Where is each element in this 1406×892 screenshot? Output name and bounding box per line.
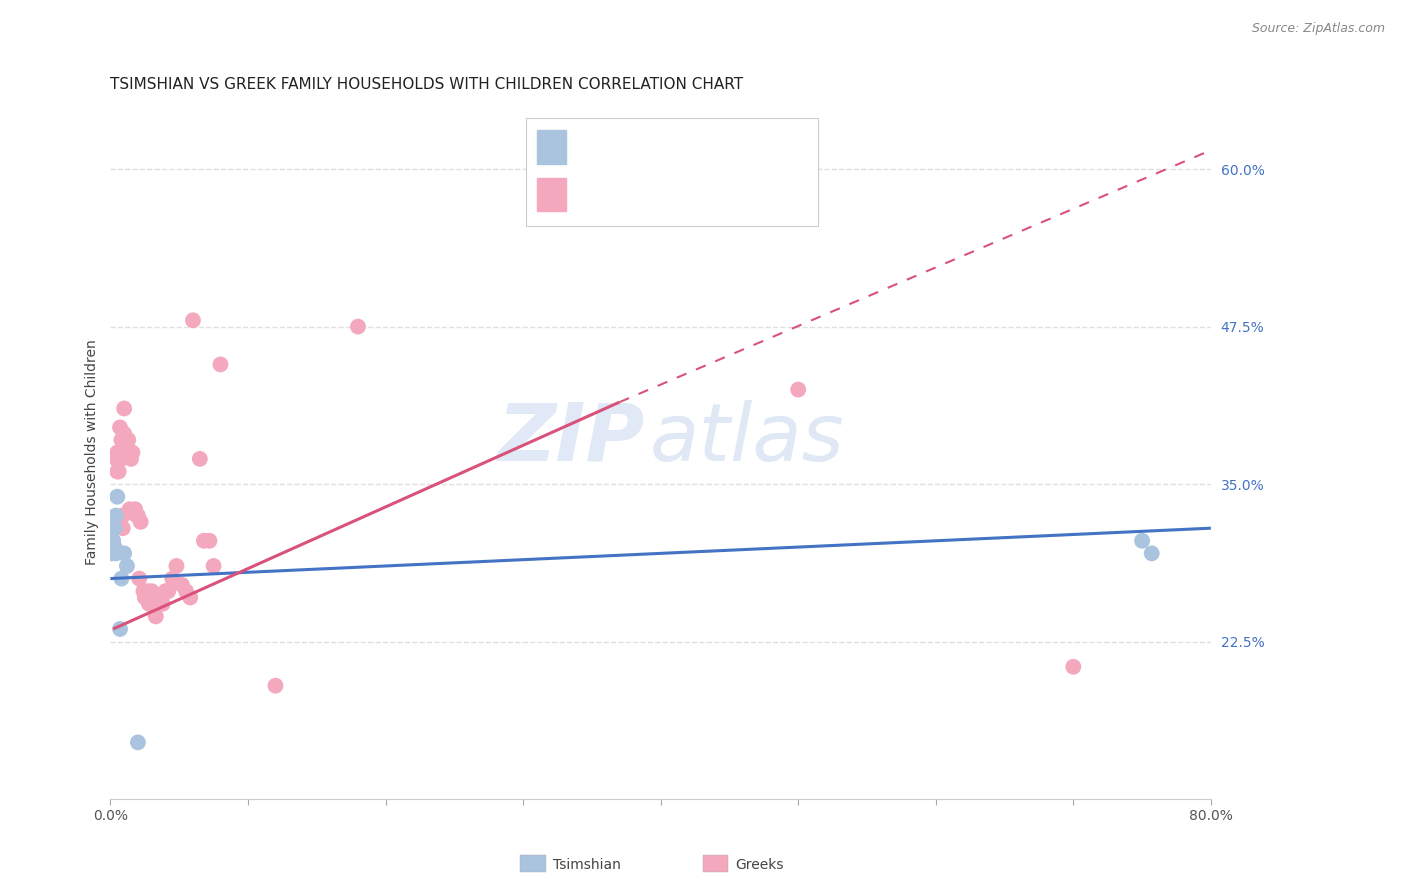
Point <box>105 445 128 459</box>
Point <box>127 735 149 749</box>
Text: Source: ZipAtlas.com: Source: ZipAtlas.com <box>1251 22 1385 36</box>
Point <box>108 445 131 459</box>
Point <box>108 420 131 434</box>
Point <box>129 515 152 529</box>
Point <box>104 451 127 466</box>
Point <box>124 502 146 516</box>
Point <box>115 559 138 574</box>
Point <box>112 401 135 416</box>
Text: 0.145: 0.145 <box>621 141 678 160</box>
Point <box>104 508 127 523</box>
Point <box>162 572 184 586</box>
Point <box>165 559 187 574</box>
Point <box>347 319 370 334</box>
Point <box>202 559 225 574</box>
Point <box>114 433 136 447</box>
Point <box>107 465 129 479</box>
Text: TSIMSHIAN VS GREEK FAMILY HOUSEHOLDS WITH CHILDREN CORRELATION CHART: TSIMSHIAN VS GREEK FAMILY HOUSEHOLDS WIT… <box>111 78 744 93</box>
Point <box>121 445 143 459</box>
Point <box>145 609 167 624</box>
Point <box>105 490 128 504</box>
Point <box>157 584 180 599</box>
Point <box>143 591 166 605</box>
Point <box>136 584 159 599</box>
Point <box>1130 533 1153 548</box>
Point <box>193 533 215 548</box>
Point <box>103 540 125 554</box>
Point <box>127 508 149 523</box>
Point <box>112 546 135 560</box>
Point <box>107 445 129 459</box>
Point <box>264 679 287 693</box>
Text: N =: N = <box>671 141 721 160</box>
Point <box>101 546 124 560</box>
Point <box>120 451 142 466</box>
Point <box>155 584 177 599</box>
Point <box>181 313 204 327</box>
Text: R =: R = <box>575 189 613 207</box>
Text: Tsimshian: Tsimshian <box>553 858 620 872</box>
Point <box>1140 546 1163 560</box>
Point <box>110 572 132 586</box>
Point <box>105 465 128 479</box>
Point <box>170 578 193 592</box>
Point <box>104 546 127 560</box>
Point <box>103 521 125 535</box>
Text: 50: 50 <box>718 189 742 207</box>
Point <box>111 508 134 523</box>
Point <box>138 597 160 611</box>
Point <box>110 433 132 447</box>
Point <box>134 591 156 605</box>
Point <box>1062 660 1084 674</box>
Point <box>152 597 174 611</box>
Text: atlas: atlas <box>650 400 845 478</box>
Point <box>101 533 124 548</box>
Point <box>112 426 135 441</box>
Text: 0.316: 0.316 <box>621 189 678 207</box>
Text: R =: R = <box>575 141 613 160</box>
Point <box>132 584 155 599</box>
Point <box>787 383 810 397</box>
Point <box>179 591 201 605</box>
Point <box>141 584 163 599</box>
Point <box>198 533 221 548</box>
Y-axis label: Family Households with Children: Family Households with Children <box>86 340 100 566</box>
Text: Greeks: Greeks <box>735 858 783 872</box>
Point <box>110 451 132 466</box>
Text: 15: 15 <box>718 141 742 160</box>
Point <box>115 445 138 459</box>
Text: ZIP: ZIP <box>496 400 644 478</box>
Point <box>108 622 131 636</box>
Point <box>174 584 197 599</box>
Point <box>148 591 170 605</box>
Point <box>209 358 232 372</box>
Point <box>188 451 211 466</box>
Point <box>125 508 148 523</box>
Point <box>117 433 139 447</box>
Point <box>118 502 141 516</box>
Point <box>111 521 134 535</box>
Text: N =: N = <box>671 189 721 207</box>
Point <box>128 572 150 586</box>
Point <box>101 521 124 535</box>
